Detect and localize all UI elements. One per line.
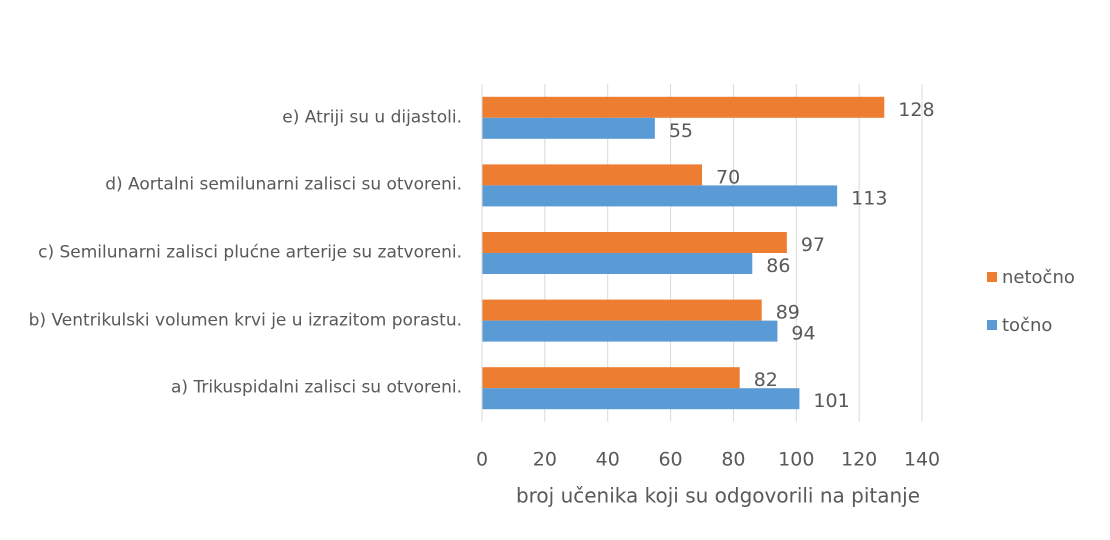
- bar: [482, 96, 885, 118]
- x-tick-label: 80: [721, 449, 745, 471]
- y-tick-label: b) Ventrikulski volumen krvi je u izrazi…: [28, 310, 462, 331]
- legend-swatch: [987, 272, 997, 282]
- legend-label: točno: [1002, 315, 1052, 336]
- x-axis-label: broj učenika koji su odgovorili na pitan…: [516, 484, 920, 508]
- bar: [482, 117, 655, 139]
- bar: [482, 253, 753, 274]
- y-tick-label: a) Trikuspidalni zalisci su otvoreni.: [170, 377, 462, 398]
- y-tick-label-box: b) Ventrikulski volumen krvi je u izrazi…: [12, 308, 462, 333]
- data-label: 101: [813, 390, 849, 412]
- data-label: 70: [716, 166, 740, 188]
- x-tick-label: 40: [596, 449, 620, 471]
- data-label: 97: [801, 234, 825, 256]
- x-tick-label: 100: [778, 449, 814, 471]
- data-label: 86: [766, 255, 790, 277]
- legend-swatch: [987, 320, 997, 330]
- bar: [482, 367, 740, 389]
- y-tick-label: e) Atriji su u dijastoli.: [282, 107, 462, 128]
- bar: [482, 164, 702, 186]
- data-label: 128: [898, 99, 934, 121]
- bar: [482, 320, 778, 342]
- data-label: 55: [669, 120, 693, 142]
- x-tick-label: 140: [904, 449, 940, 471]
- x-tick-label: 120: [841, 449, 877, 471]
- x-tick-label: 20: [533, 449, 557, 471]
- y-tick-label: c) Semilunarni zalisci plućne arterije s…: [38, 242, 462, 263]
- y-tick-label-box: d) Aortalni semilunarni zalisci su otvor…: [12, 173, 462, 198]
- data-label: 89: [776, 302, 800, 324]
- legend-label: netočno: [1002, 267, 1075, 288]
- data-label: 94: [791, 323, 815, 345]
- y-tick-label-box: a) Trikuspidalni zalisci su otvoreni.: [12, 376, 462, 401]
- bar: [482, 388, 800, 410]
- x-tick-label: 60: [658, 449, 682, 471]
- bar: [482, 185, 838, 207]
- bar: [482, 232, 787, 253]
- y-tick-label: d) Aortalni semilunarni zalisci su otvor…: [105, 175, 462, 196]
- data-label: 113: [851, 187, 887, 209]
- bar: [482, 299, 762, 321]
- x-tick-label: 0: [476, 449, 488, 471]
- data-label: 82: [754, 369, 778, 391]
- y-tick-label-box: c) Semilunarni zalisci plućne arterije s…: [12, 241, 462, 266]
- y-tick-label-box: e) Atriji su u dijastoli.: [12, 105, 462, 130]
